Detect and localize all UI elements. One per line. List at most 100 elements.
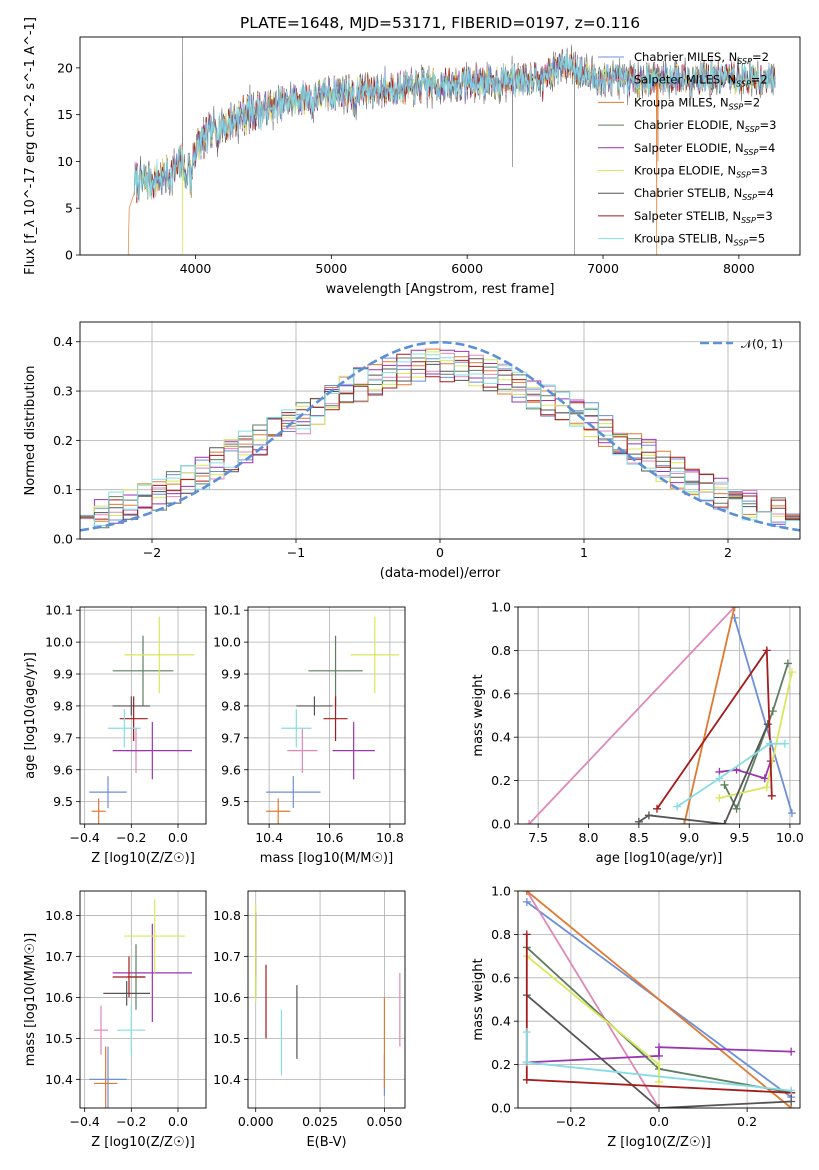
axes-frame — [517, 890, 801, 1109]
errorbar-kroupa-stelib — [281, 709, 312, 748]
axes-frame — [79, 606, 207, 825]
plot-area — [80, 340, 800, 539]
x-tick-label: 10.4 — [255, 830, 283, 845]
errorbar-salpeter-elodie — [112, 721, 192, 780]
x-tick-label: −2 — [143, 545, 161, 560]
axes-frame — [79, 890, 207, 1109]
y-tick-label: 9.7 — [53, 730, 73, 745]
weight-line-chabrier-stelib — [634, 720, 772, 824]
y-tick-label: 0.3 — [53, 384, 73, 399]
x-tick-label: 10.0 — [776, 830, 804, 845]
series-point — [780, 739, 789, 748]
series-line — [528, 607, 736, 824]
errorbar-chabrier-elodie — [308, 635, 363, 706]
y-tick-label: 1.0 — [491, 884, 511, 899]
errorbar-salpeter-stelib — [112, 956, 146, 998]
series-point — [522, 1058, 531, 1067]
errorbar-kroupa-elodie — [124, 616, 195, 694]
series-point — [715, 774, 724, 783]
series-point — [522, 897, 531, 906]
y-axis-label: mass weight — [471, 674, 486, 756]
axes-frame — [517, 606, 801, 825]
panel-4: 10.4 10.6 10.8 9.5 9.6 9.7 9.8 9.9 10.0 10.1 mass … — [213, 603, 406, 866]
y-tick-label: 0.6 — [491, 970, 511, 985]
y-tick-label: 1.0 — [491, 600, 511, 615]
axes-decor: −0.2 0.0 0.2 0.0 0.2 0.4 0.6 0.8 1.0 Z [log10(Z/Z… — [471, 884, 801, 1150]
x-axis-label: Z [log10(Z/Z☉)] — [607, 1135, 711, 1150]
y-tick-label: 0.8 — [491, 927, 511, 942]
series-point — [525, 820, 534, 824]
x-tick-label: 8.0 — [579, 830, 599, 845]
series-line — [526, 994, 792, 1108]
x-tick-label: 0.000 — [238, 1114, 274, 1129]
y-tick-label: 9.7 — [221, 730, 241, 745]
x-tick-label: 9.0 — [679, 830, 699, 845]
x-tick-label: −0.2 — [116, 830, 146, 845]
x-tick-label: 0.2 — [737, 1114, 757, 1129]
x-tick-label: 10.6 — [316, 830, 344, 845]
series-point — [522, 891, 531, 895]
series-point — [765, 739, 774, 748]
x-tick-label: 4000 — [180, 261, 212, 276]
y-tick-label: 9.8 — [221, 698, 241, 713]
series-point — [783, 659, 792, 668]
x-tick-label: 0.050 — [367, 1114, 403, 1129]
y-tick-label: 0 — [65, 248, 73, 263]
x-tick-label: −0.2 — [556, 1114, 586, 1129]
x-tick-label: 5000 — [315, 261, 347, 276]
y-tick-label: 10.8 — [213, 908, 241, 923]
y-tick-label: 0.2 — [53, 433, 73, 448]
y-tick-label: 10.4 — [45, 1072, 73, 1087]
series-point — [763, 720, 772, 729]
series-point — [655, 1043, 663, 1052]
series-point — [720, 780, 729, 789]
series-point — [787, 1097, 796, 1106]
plot-area — [127, 37, 776, 255]
axes-decor: 10.4 10.6 10.8 9.5 9.6 9.7 9.8 9.9 10.0 10.1 mass … — [213, 603, 406, 866]
errorbar-salpeter-miles — [94, 1005, 108, 1055]
x-tick-label: 0.0 — [168, 830, 188, 845]
plot-area — [89, 899, 192, 1108]
y-tick-label: 10.7 — [45, 949, 73, 964]
y-tick-label: 9.5 — [221, 794, 241, 809]
errorbar-chabrier-miles — [89, 1046, 127, 1108]
legend-label: Salpeter STELIB, NSSP=3 — [634, 209, 773, 225]
y-tick-label: 10.5 — [45, 1031, 73, 1046]
x-axis-label: mass [log10(M/M☉)] — [260, 851, 393, 866]
y-tick-label: 10.6 — [213, 990, 241, 1005]
x-axis-label: wavelength [Angstrom, rest frame] — [326, 282, 555, 297]
y-axis-label: mass weight — [471, 958, 486, 1040]
y-tick-label: 0.4 — [491, 1014, 511, 1029]
axes-frame — [247, 606, 406, 825]
axes-decor: −2 −1 0 1 2 0.0 0.1 0.2 0.3 0.4 (data-model)/error… — [23, 321, 801, 581]
errorbar-salpeter-elodie — [112, 923, 192, 1023]
y-tick-label: 0.4 — [53, 334, 73, 349]
y-tick-label: 10.0 — [213, 635, 241, 650]
series-point — [522, 1075, 531, 1084]
series-line — [676, 742, 785, 808]
errorbar-kroupa-stelib — [108, 709, 141, 748]
series-line — [526, 891, 792, 1108]
axes-decor: −0.4 −0.2 0.0 10.4 10.5 10.6 10.7 10.8 Z [log10(… — [23, 890, 207, 1150]
spectrum-legend: Chabrier MILES, NSSP=2 Salpeter MILES, NS… — [598, 50, 776, 248]
axes-frame — [79, 321, 801, 540]
series-line — [526, 891, 660, 1108]
errorbar-chabrier-elodie — [112, 635, 174, 706]
series-line — [526, 1046, 792, 1064]
legend-label: Kroupa STELIB, NSSP=5 — [634, 232, 765, 248]
axes-decor: −0.4 −0.2 0.0 9.5 9.6 9.7 9.8 9.9 10.0 10.1 Z [log… — [23, 603, 207, 866]
series-point — [720, 820, 729, 824]
x-tick-label: 6000 — [451, 261, 483, 276]
x-tick-label: −0.4 — [69, 1114, 99, 1129]
x-axis-label: Z [log10(Z/Z☉)] — [91, 1135, 195, 1150]
series-line — [723, 663, 789, 812]
weight-line-chabrier-elodie — [720, 659, 792, 813]
series-point — [715, 793, 724, 802]
y-tick-label: 10.7 — [213, 949, 241, 964]
plot-area — [525, 607, 796, 824]
figure-title: PLATE=1648, MJD=53171, FIBERID=0197, z=0… — [240, 14, 640, 32]
x-tick-label: 8.5 — [629, 830, 649, 845]
series-line — [733, 617, 793, 814]
series-point — [673, 802, 682, 811]
